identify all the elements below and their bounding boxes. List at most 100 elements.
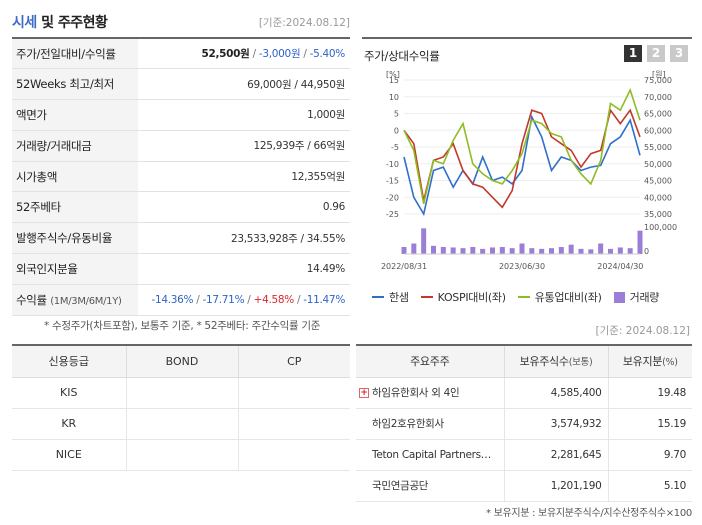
market-cap-label: 시가총액 bbox=[12, 161, 138, 192]
holders-footnote: * 보유지분 : 보유지분주식수/지수산정주식수×100 bbox=[486, 508, 692, 519]
series-line-한샘 bbox=[403, 114, 641, 217]
chart-as-of-date: [기준: 2024.08.12] bbox=[595, 325, 690, 337]
table-row: 주가/전일대비/수익률 52,500원 / -3,000원 / -5.40% bbox=[12, 38, 350, 69]
volume-bar bbox=[598, 243, 604, 254]
volume-label: 거래량/거래대금 bbox=[12, 130, 138, 162]
beta-value: 0.96 bbox=[322, 201, 345, 214]
x-tick-label: 2024/04/30 bbox=[597, 262, 643, 271]
holders-header-shares: 보유주식수(보통) bbox=[503, 345, 608, 378]
x-tick-label: 2023/06/30 bbox=[499, 262, 545, 271]
volume-bar bbox=[529, 248, 535, 254]
right-tick-label: 45,000 bbox=[644, 177, 672, 186]
table-row: 시가총액 12,355억원 bbox=[12, 161, 350, 192]
table-row: 발행주식수/유동비율 23,533,928주 / 34.55% bbox=[12, 222, 350, 254]
table-header-row: 신용등급 BOND CP bbox=[12, 345, 350, 378]
legend-swatch bbox=[420, 296, 433, 298]
holder-pct: 15.19 bbox=[607, 408, 692, 440]
market-cap-value: 12,355억원 bbox=[291, 171, 345, 184]
legend-swatch bbox=[517, 296, 530, 298]
volume-bar bbox=[480, 248, 486, 254]
current-price: 52,500원 bbox=[201, 48, 250, 61]
return-label: 수익률 (1M/3M/6M/1Y) bbox=[12, 284, 138, 316]
left-tick-label: 0 bbox=[394, 126, 399, 135]
w52-label: 52Weeks 최고/최저 bbox=[12, 68, 138, 100]
volume-bar bbox=[509, 248, 515, 254]
holder-name: + 하임유한회사 외 4인 bbox=[356, 377, 504, 409]
legend-item-hanssem[interactable]: 한샘 bbox=[372, 289, 409, 305]
return-1m: -14.36% bbox=[151, 293, 194, 306]
holder-name: 국민연금공단 bbox=[356, 470, 504, 502]
return-periods: (1M/3M/6M/1Y) bbox=[50, 295, 122, 307]
volume-bar bbox=[637, 230, 643, 254]
volume-bar bbox=[460, 248, 466, 254]
volume-bar bbox=[470, 247, 476, 254]
table-row: 국민연금공단 1,201,190 5.10 bbox=[356, 470, 692, 502]
table-row: 수익률 (1M/3M/6M/1Y) -14.36% / -17.71% / +4… bbox=[12, 284, 350, 316]
credit-bond bbox=[125, 408, 238, 440]
volume-tick-label: 0 bbox=[644, 247, 649, 256]
volume-bar bbox=[421, 228, 427, 254]
volume-tick-label: 100,000 bbox=[644, 223, 677, 232]
credit-agency: KR bbox=[12, 408, 126, 440]
left-tick-label: -25 bbox=[386, 210, 399, 219]
table-row: KR bbox=[12, 408, 350, 440]
volume-bar bbox=[588, 249, 594, 254]
section-title: 시세 및 주주현황 bbox=[12, 12, 108, 32]
credit-rating-table: 신용등급 BOND CP KIS KR NICE bbox=[12, 344, 350, 471]
credit-agency: NICE bbox=[12, 439, 126, 471]
table-row: 52Weeks 최고/최저 69,000원 / 44,950원 bbox=[12, 68, 350, 100]
volume-bar bbox=[411, 243, 417, 254]
x-tick-label: 2022/08/31 bbox=[381, 262, 427, 271]
price-change: -3,000원 bbox=[258, 48, 301, 61]
left-tick-label: -5 bbox=[391, 143, 399, 152]
holder-shares: 1,201,190 bbox=[503, 470, 608, 502]
legend-item-kospi[interactable]: KOSPI대비(좌) bbox=[420, 289, 506, 305]
w52-value: 69,000원 / 44,950원 bbox=[247, 78, 345, 91]
shares-value: 23,533,928주 / 34.55% bbox=[230, 232, 345, 245]
title-highlight: 시세 bbox=[12, 15, 37, 31]
volume-bar bbox=[568, 244, 574, 254]
legend-item-volume[interactable]: 거래량 bbox=[613, 289, 659, 305]
expand-icon[interactable]: + bbox=[359, 388, 369, 398]
legend-swatch bbox=[613, 291, 625, 303]
price-relative-chart: [%] [원] 15 10 5 0 -5 -10 -15 -20 -25 75,000 70,000 65… bbox=[381, 70, 677, 271]
credit-bond bbox=[125, 439, 238, 471]
holders-header-pct: 보유지분(%) bbox=[607, 345, 692, 378]
right-tick-label: 55,000 bbox=[644, 143, 672, 152]
volume-bar bbox=[558, 247, 564, 254]
price-label: 주가/전일대비/수익률 bbox=[12, 38, 138, 69]
right-tick-label: 70,000 bbox=[644, 93, 672, 102]
par-label: 액면가 bbox=[12, 99, 138, 131]
chart-title: 주가/상대수익률 bbox=[364, 49, 440, 63]
foreign-label: 외국인지분율 bbox=[12, 253, 138, 285]
chart-tab-2[interactable]: 2 bbox=[647, 45, 665, 62]
as-of-date: [기준:2024.08.12] bbox=[258, 17, 350, 29]
table-row: 액면가 1,000원 bbox=[12, 99, 350, 131]
credit-cp bbox=[237, 408, 350, 440]
section-header: 시세 및 주주현황 [기준:2024.08.12] bbox=[12, 10, 350, 34]
foreign-value: 14.49% bbox=[306, 262, 346, 275]
credit-cp bbox=[237, 377, 350, 409]
volume-value: 125,939주 / 66억원 bbox=[253, 140, 346, 153]
table-row: 거래량/거래대금 125,939주 / 66억원 bbox=[12, 130, 350, 162]
return-3m: -17.71% bbox=[202, 293, 245, 306]
beta-label: 52주베타 bbox=[12, 191, 138, 223]
right-tick-label: 50,000 bbox=[644, 160, 672, 169]
return-6m: +4.58% bbox=[253, 293, 295, 306]
left-axis-unit: [%] bbox=[386, 70, 400, 79]
volume-bar bbox=[499, 247, 505, 254]
chart-tab-1[interactable]: 1 bbox=[624, 45, 642, 62]
volume-bar bbox=[539, 248, 545, 254]
credit-header-bond: BOND bbox=[125, 345, 238, 378]
chart-tab-3[interactable]: 3 bbox=[670, 45, 688, 62]
chart-header: 주가/상대수익률 1 2 3 bbox=[362, 37, 692, 67]
price-change-pct: -5.40% bbox=[309, 48, 346, 61]
right-tick-label: 40,000 bbox=[644, 193, 672, 202]
left-tick-label: -10 bbox=[386, 160, 399, 169]
credit-agency: KIS bbox=[12, 377, 126, 409]
table-header-row: 주요주주 보유주식수(보통) 보유지분(%) bbox=[356, 345, 692, 378]
legend-item-retail[interactable]: 유통업대비(좌) bbox=[517, 289, 602, 305]
credit-header-agency: 신용등급 bbox=[12, 345, 126, 378]
left-tick-label: -20 bbox=[386, 193, 399, 202]
volume-bar bbox=[627, 248, 633, 254]
